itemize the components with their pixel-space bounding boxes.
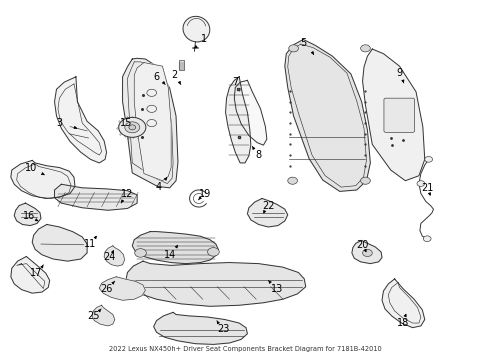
- Text: 16: 16: [23, 211, 35, 221]
- Text: 12: 12: [121, 189, 134, 199]
- Polygon shape: [134, 63, 171, 181]
- Text: 14: 14: [164, 250, 176, 260]
- Polygon shape: [11, 257, 49, 293]
- Circle shape: [119, 117, 146, 137]
- Circle shape: [361, 177, 370, 184]
- Polygon shape: [32, 225, 87, 261]
- Text: 18: 18: [397, 318, 409, 328]
- Polygon shape: [54, 77, 106, 163]
- Text: 2022 Lexus NX450h+ Driver Seat Components Bracket Diagram for 7181B-42010: 2022 Lexus NX450h+ Driver Seat Component…: [109, 346, 381, 352]
- Text: 10: 10: [25, 163, 37, 172]
- Text: 24: 24: [103, 252, 115, 261]
- Ellipse shape: [183, 16, 210, 42]
- Text: 21: 21: [421, 183, 433, 193]
- Polygon shape: [234, 80, 267, 145]
- Text: 26: 26: [100, 284, 113, 293]
- Circle shape: [363, 249, 372, 257]
- Polygon shape: [126, 261, 306, 306]
- Text: 5: 5: [300, 38, 306, 48]
- Text: 25: 25: [87, 311, 99, 321]
- Circle shape: [288, 177, 297, 184]
- Text: 3: 3: [56, 118, 62, 128]
- Text: 2: 2: [172, 70, 178, 80]
- Text: 1: 1: [200, 35, 207, 44]
- Text: 7: 7: [232, 77, 239, 87]
- Circle shape: [289, 45, 298, 52]
- Text: 17: 17: [30, 268, 42, 278]
- Polygon shape: [132, 231, 218, 264]
- Circle shape: [125, 122, 140, 133]
- Text: 9: 9: [396, 68, 403, 78]
- Circle shape: [135, 249, 147, 257]
- Bar: [179, 60, 184, 71]
- Polygon shape: [285, 40, 370, 192]
- Text: 15: 15: [120, 118, 132, 128]
- Polygon shape: [154, 312, 247, 345]
- Polygon shape: [92, 305, 115, 326]
- Circle shape: [417, 181, 425, 186]
- Text: 6: 6: [153, 72, 160, 82]
- Circle shape: [208, 248, 219, 256]
- Circle shape: [423, 236, 431, 242]
- Circle shape: [361, 45, 370, 52]
- Text: 22: 22: [262, 201, 274, 211]
- Polygon shape: [99, 277, 146, 300]
- Polygon shape: [352, 240, 382, 264]
- Polygon shape: [11, 161, 75, 198]
- Polygon shape: [225, 77, 251, 163]
- Circle shape: [425, 157, 433, 162]
- Polygon shape: [14, 203, 41, 226]
- Circle shape: [129, 125, 136, 130]
- Polygon shape: [363, 49, 425, 181]
- Text: 23: 23: [217, 324, 229, 334]
- Text: 20: 20: [356, 240, 369, 250]
- Polygon shape: [104, 246, 124, 266]
- Text: 8: 8: [256, 150, 262, 160]
- Polygon shape: [382, 279, 425, 328]
- Polygon shape: [122, 58, 178, 188]
- Text: 13: 13: [270, 284, 283, 293]
- Polygon shape: [247, 198, 288, 227]
- Text: 11: 11: [84, 239, 97, 249]
- FancyBboxPatch shape: [384, 98, 415, 132]
- Text: 4: 4: [155, 182, 162, 192]
- Polygon shape: [54, 184, 137, 210]
- Text: 19: 19: [199, 189, 211, 198]
